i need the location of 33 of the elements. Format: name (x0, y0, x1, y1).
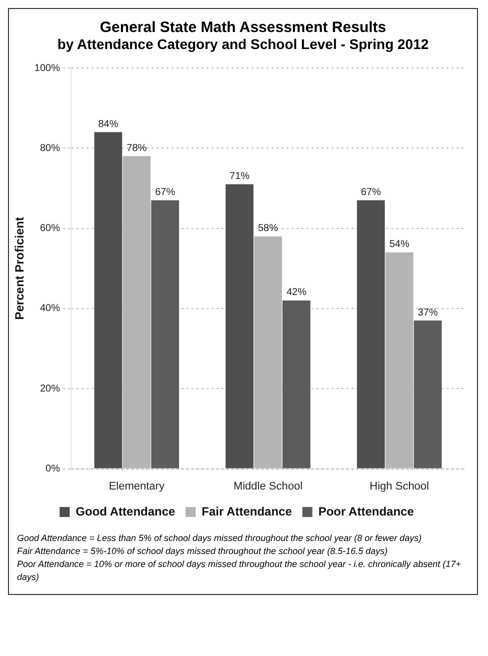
bar (94, 132, 122, 468)
y-tick-label: 20% (40, 383, 60, 394)
data-label: 67% (155, 187, 176, 198)
y-tick-label: 0% (46, 464, 60, 475)
text: Poor Attendance = 10% or more of school days missed throughout the school year - i.e. chronically absent (17+ days) (17, 558, 462, 584)
data-label: 71% (230, 170, 250, 182)
x-tick-label: Elementary (108, 480, 165, 492)
data-label: 54% (389, 239, 410, 250)
data-label: 37% (418, 307, 438, 318)
y-tick-label: 60% (40, 223, 60, 234)
bar (282, 300, 310, 468)
data-label: 58% (258, 223, 278, 234)
data-label: 84% (98, 118, 118, 130)
x-tick-label: Middle School (233, 480, 303, 492)
bar (151, 200, 180, 468)
bar (226, 184, 254, 468)
chart-subtitle: by Attendance Category and School Level - Spring 2012 (56, 36, 430, 52)
data-label: 42% (286, 287, 307, 298)
legend-label: Fair Attendance (202, 504, 292, 518)
text: Good Attendance = Less than 5% of school days missed throughout the school year (8 or fewer days) (17, 532, 423, 545)
legend-label: Good Attendance (76, 504, 176, 518)
legend-label: Poor Attendance (318, 504, 414, 518)
y-tick-label: 40% (40, 303, 60, 314)
x-tick-label: High School (370, 480, 429, 492)
bar (414, 320, 442, 468)
data-label: 78% (126, 142, 147, 154)
chart-title: General State Math Assessment Results (98, 19, 388, 36)
y-tick-label: 100% (34, 62, 60, 74)
data-label: 67% (360, 187, 381, 198)
text: Fair Attendance = 5%-10% of school days missed throughout the school year (8.5-16.5 days) (17, 545, 389, 558)
y-axis-title: Percent Proficient (12, 217, 27, 320)
bar (356, 200, 385, 468)
y-tick-label: 80% (40, 142, 60, 154)
